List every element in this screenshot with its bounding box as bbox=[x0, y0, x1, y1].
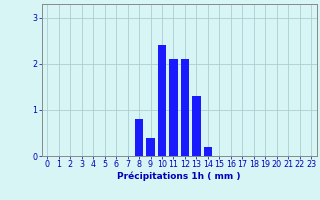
X-axis label: Précipitations 1h ( mm ): Précipitations 1h ( mm ) bbox=[117, 172, 241, 181]
Bar bbox=[158, 45, 166, 156]
Bar bbox=[169, 59, 178, 156]
Bar bbox=[135, 119, 143, 156]
Bar bbox=[146, 138, 155, 156]
Bar bbox=[204, 147, 212, 156]
Bar bbox=[180, 59, 189, 156]
Bar bbox=[192, 96, 201, 156]
